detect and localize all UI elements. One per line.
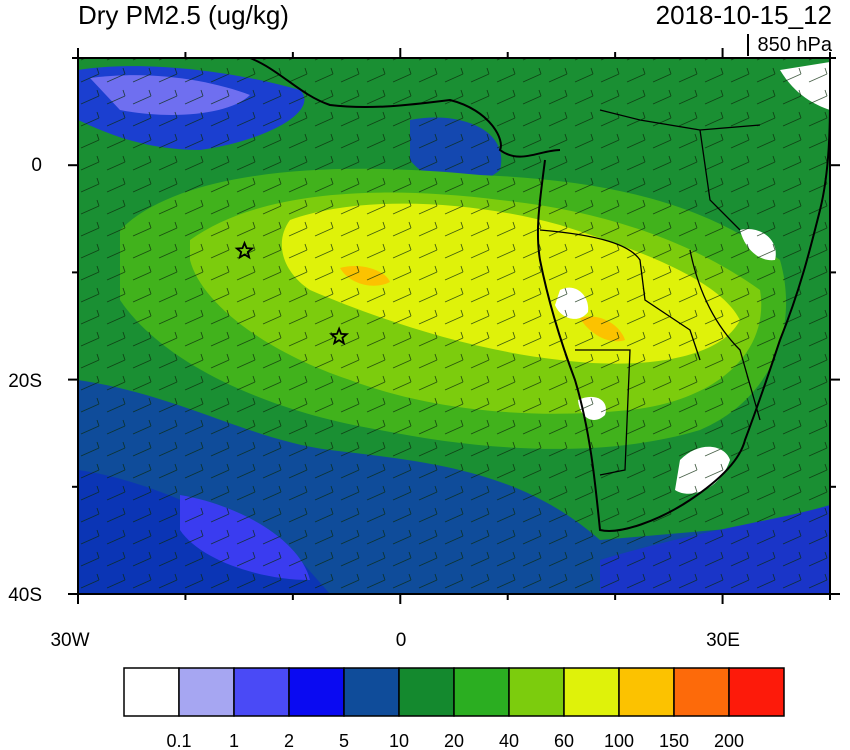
colorbar-label: 1 bbox=[229, 731, 239, 750]
colorbar-label: 5 bbox=[339, 731, 349, 750]
star-markers bbox=[234, 240, 350, 346]
star-marker-2 bbox=[329, 326, 350, 346]
colorbar-swatch bbox=[618, 667, 675, 717]
colorbar-swatch bbox=[398, 667, 455, 717]
lat-tick-label-20s: 20S bbox=[8, 371, 42, 392]
map-field bbox=[78, 58, 830, 594]
colorbar-label: 150 bbox=[659, 731, 689, 750]
lon-tick-label-0: 0 bbox=[396, 630, 407, 651]
colorbar-swatch bbox=[728, 667, 785, 717]
colorbar-swatch bbox=[288, 667, 345, 717]
datetime-label: 2018-10-15_12 bbox=[655, 0, 832, 30]
colorbar-label: 0.1 bbox=[166, 731, 191, 750]
colorbar-swatch bbox=[508, 667, 565, 717]
wind-barbs bbox=[78, 58, 830, 594]
colorbar-swatch bbox=[453, 667, 510, 717]
lon-tick-label-30w: 30W bbox=[50, 630, 89, 651]
colorbar-label: 60 bbox=[554, 731, 574, 750]
colorbar-label: 40 bbox=[499, 731, 519, 750]
colorbar-label: 100 bbox=[604, 731, 634, 750]
colorbar-swatch bbox=[673, 667, 730, 717]
colorbar-swatch bbox=[233, 667, 290, 717]
star-marker-1 bbox=[234, 240, 255, 260]
colorbar-swatch bbox=[563, 667, 620, 717]
axis-ticks bbox=[68, 48, 840, 604]
coastlines bbox=[249, 58, 830, 532]
country-borders bbox=[539, 109, 761, 476]
colorbar-label: 20 bbox=[444, 731, 464, 750]
pressure-level-label: 850 hPa bbox=[747, 34, 832, 56]
lat-tick-label-0: 0 bbox=[31, 155, 42, 176]
colorbar-swatch bbox=[178, 667, 235, 717]
map-frame bbox=[77, 57, 831, 595]
lat-tick-label-40s: 40S bbox=[8, 585, 42, 606]
colorbar-label: 200 bbox=[714, 731, 744, 750]
colorbar: 0.1 1 2 5 10 20 40 60 100 150 200 bbox=[123, 667, 785, 750]
map-title: Dry PM2.5 (ug/kg) bbox=[78, 0, 289, 30]
colorbar-label: 10 bbox=[389, 731, 409, 750]
colorbar-swatch bbox=[123, 667, 180, 717]
colorbar-swatch bbox=[343, 667, 400, 717]
lon-tick-label-30e: 30E bbox=[706, 630, 740, 651]
colorbar-label: 2 bbox=[284, 731, 294, 750]
